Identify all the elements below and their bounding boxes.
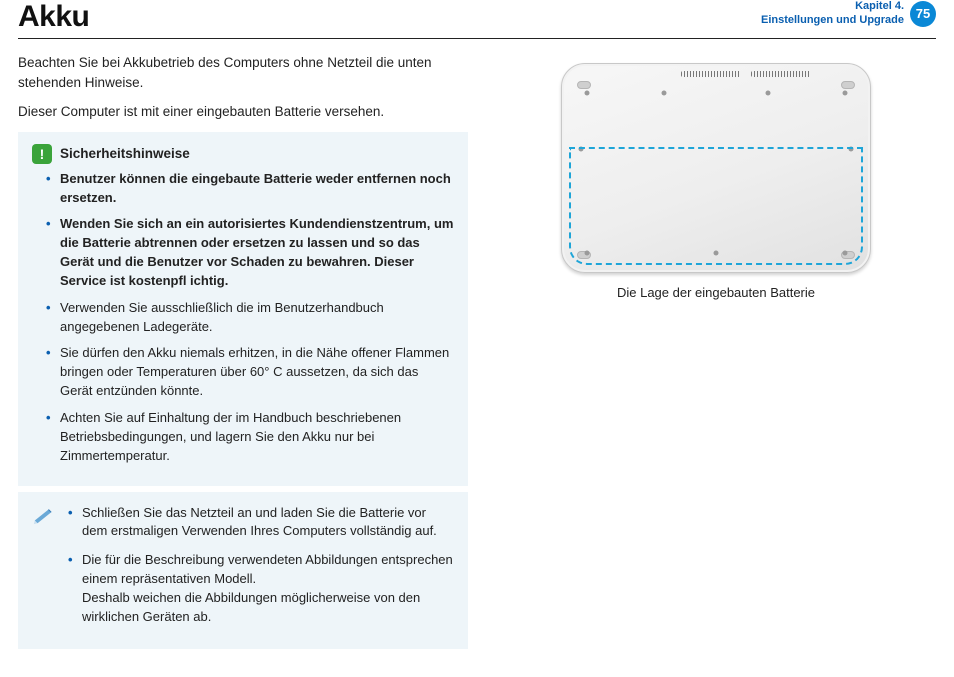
chapter-text: Kapitel 4. Einstellungen und Upgrade: [761, 0, 904, 28]
chapter-info: Kapitel 4. Einstellungen und Upgrade 75: [761, 0, 936, 28]
safety-item: Wenden Sie sich an ein autorisiertes Kun…: [60, 215, 454, 290]
figure-caption: Die Lage der eingebauten Batterie: [617, 285, 815, 300]
safety-box: ! Sicherheitshinweise Benutzer können di…: [18, 132, 468, 486]
note-item: Schließen Sie das Netzteil an und laden …: [68, 504, 454, 542]
safety-item: Benutzer können die eingebaute Batterie …: [60, 170, 454, 208]
right-column: Die Lage der eingebauten Batterie: [496, 53, 936, 649]
note-icon: [32, 504, 54, 526]
safety-title: Sicherheitshinweise: [60, 146, 190, 161]
page-number-badge: 75: [910, 1, 936, 27]
chapter-line-2: Einstellungen und Upgrade: [761, 14, 904, 28]
intro-paragraph-2: Dieser Computer ist mit einer eingebaute…: [18, 102, 468, 122]
note-item: Die für die Beschreibung verwendeten Abb…: [68, 551, 454, 626]
safety-item: Achten Sie auf Einhaltung der im Handbuc…: [60, 409, 454, 466]
safety-item: Verwenden Sie ausschließlich die im Benu…: [60, 299, 454, 337]
safety-list: Benutzer können die eingebaute Batterie …: [32, 170, 454, 466]
left-column: Beachten Sie bei Akkubetrieb des Compute…: [18, 53, 468, 649]
battery-outline: [569, 147, 863, 265]
warning-icon: !: [32, 144, 52, 164]
page-header: Akku Kapitel 4. Einstellungen und Upgrad…: [18, 0, 936, 39]
note-list: Schließen Sie das Netzteil an und laden …: [64, 504, 454, 637]
intro-paragraph-1: Beachten Sie bei Akkubetrieb des Compute…: [18, 53, 468, 92]
safety-item: Sie dürfen den Akku niemals erhitzen, in…: [60, 344, 454, 401]
note-box: Schließen Sie das Netzteil an und laden …: [18, 492, 468, 649]
figure-wrap: Die Lage der eingebauten Batterie: [496, 57, 936, 306]
page-title: Akku: [18, 0, 89, 34]
chapter-line-1: Kapitel 4.: [761, 0, 904, 14]
laptop-bottom-illustration: [561, 63, 871, 273]
safety-box-header: ! Sicherheitshinweise: [32, 144, 454, 164]
